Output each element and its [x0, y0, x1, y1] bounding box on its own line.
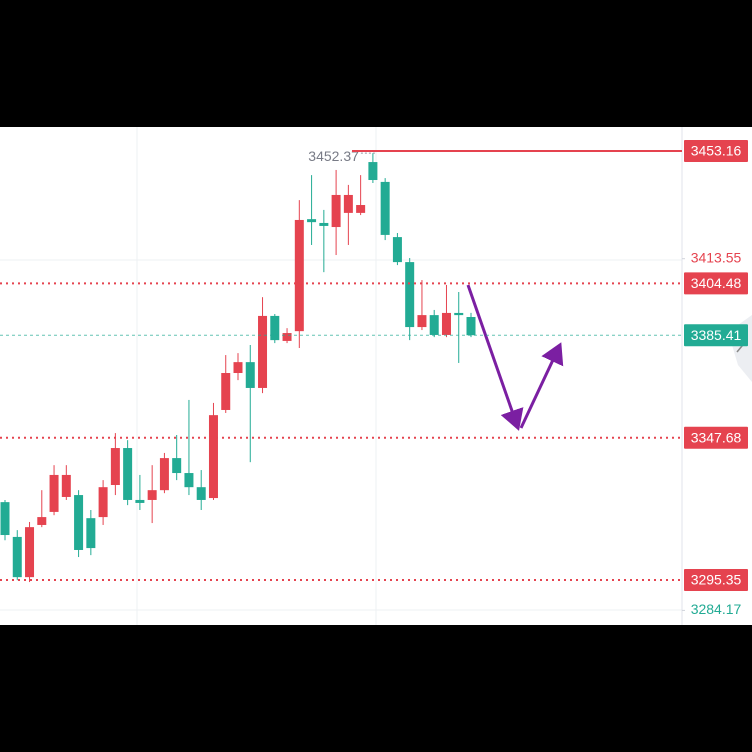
- candle-body: [343, 194, 353, 213]
- candle-body: [25, 527, 35, 578]
- arrow-up: [519, 342, 564, 429]
- candle-body: [258, 315, 268, 388]
- candle-body: [319, 222, 329, 226]
- price-label-box: [684, 569, 748, 592]
- candle-body: [74, 495, 84, 550]
- candle-body: [245, 362, 255, 388]
- price-label-box: [684, 140, 748, 163]
- top-bar: [0, 0, 752, 127]
- candle-body: [429, 315, 439, 335]
- price-label-box: [684, 324, 748, 347]
- candle-body: [196, 487, 206, 500]
- candle-body: [380, 181, 390, 235]
- candle-body: [147, 490, 157, 500]
- price-label-box: [684, 272, 748, 295]
- bottom-bar: [0, 625, 752, 752]
- candle-body: [0, 502, 10, 536]
- candle-body: [37, 517, 47, 525]
- candle-body: [221, 373, 231, 410]
- candle-body: [331, 194, 341, 228]
- candle-body: [159, 458, 169, 491]
- candle-body: [392, 237, 402, 263]
- candle-body: [172, 458, 182, 474]
- candle-body: [294, 219, 304, 332]
- candle-body: [86, 518, 96, 549]
- candle-body: [307, 219, 317, 223]
- candle-body: [454, 312, 464, 316]
- candles: [0, 153, 476, 583]
- candle-body: [441, 312, 451, 335]
- price-label: 3385.41: [691, 327, 742, 343]
- candle-body: [356, 205, 366, 213]
- axis-label: 3284.17: [691, 601, 742, 617]
- price-label: 3295.35: [691, 572, 742, 588]
- candle-body: [233, 362, 243, 374]
- candle-body: [61, 474, 71, 497]
- candle-body: [368, 162, 378, 181]
- price-label: 3347.68: [691, 429, 742, 445]
- candle-body: [270, 315, 280, 341]
- candle-body: [12, 536, 22, 578]
- candle-body: [98, 487, 108, 518]
- arrow-down: [466, 284, 524, 431]
- candle-body: [417, 315, 427, 328]
- candle-body: [282, 333, 292, 341]
- price-label: 3404.48: [691, 275, 742, 291]
- candle-body: [135, 499, 145, 503]
- candle-body: [184, 473, 194, 488]
- high-label: 3452.37: [308, 148, 359, 164]
- candle-body: [123, 448, 133, 500]
- candle-body: [49, 474, 59, 512]
- candle-body: [466, 317, 476, 336]
- candle-body: [208, 415, 218, 499]
- price-label: 3453.16: [691, 143, 742, 159]
- price-label-box: [684, 426, 748, 449]
- candle-body: [110, 448, 120, 486]
- candle-body: [405, 262, 415, 328]
- axis-label: 3413.55: [691, 249, 742, 265]
